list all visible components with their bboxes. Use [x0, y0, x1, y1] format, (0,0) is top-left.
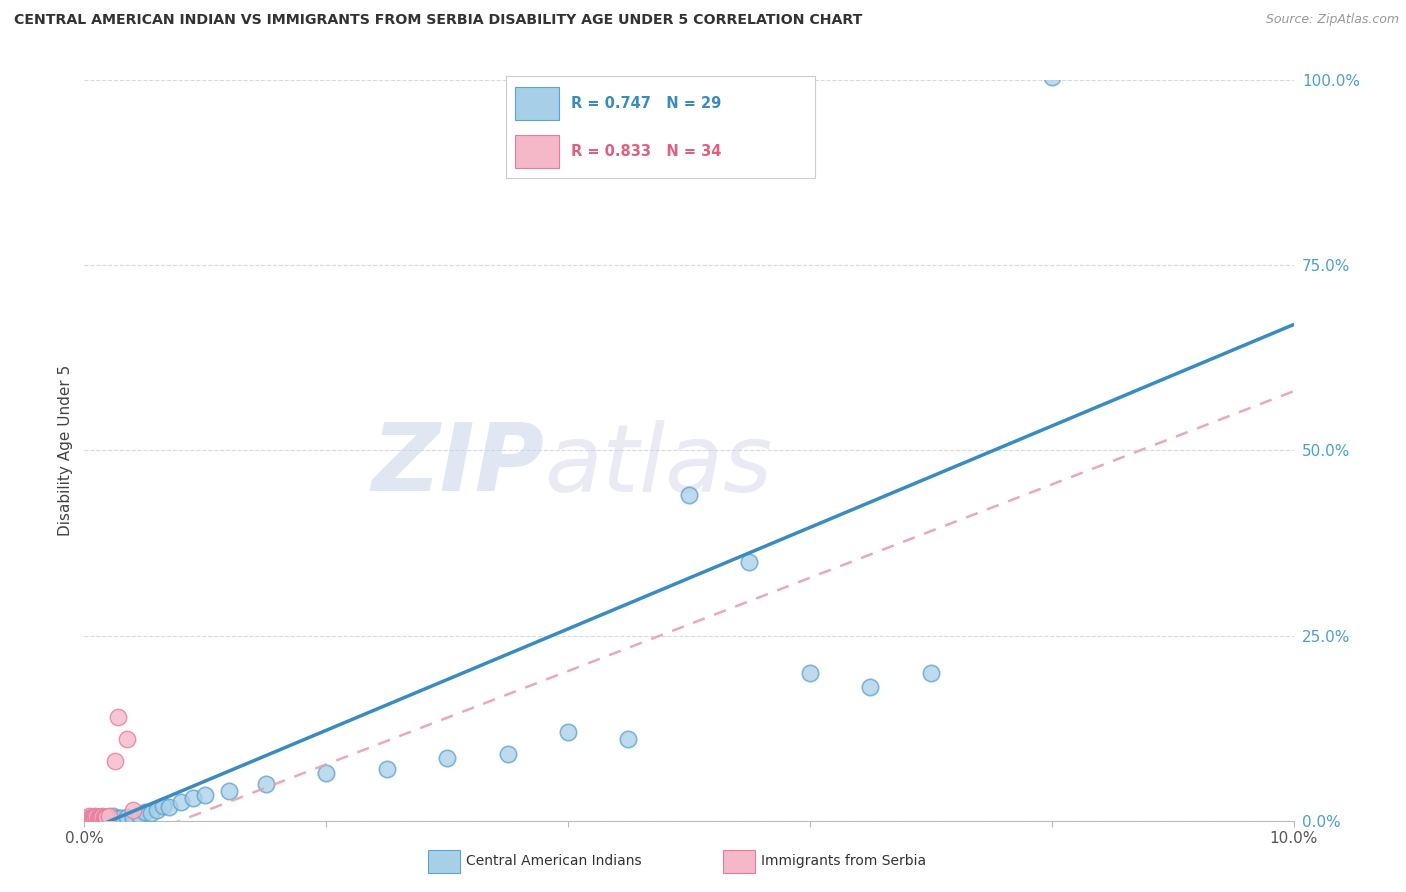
Text: R = 0.747   N = 29: R = 0.747 N = 29 [571, 96, 721, 111]
Point [77, 813, 100, 827]
Y-axis label: Disability Age Under 5: Disability Age Under 5 [58, 365, 73, 536]
Point [77, 812, 100, 826]
Point [315, 765, 337, 780]
Point [218, 784, 240, 798]
Point [121, 812, 143, 826]
Point [97, 810, 120, 824]
Point [91, 809, 114, 823]
Point [87, 810, 110, 824]
Point [146, 803, 169, 817]
Text: ZIP: ZIP [371, 419, 544, 511]
Point [76, 812, 98, 826]
Point [181, 791, 204, 805]
Point [110, 812, 132, 826]
Point [496, 747, 519, 761]
Point [86, 811, 108, 825]
Point [93, 810, 115, 824]
Point [77, 809, 100, 823]
Point [86, 810, 108, 824]
Point [94, 810, 117, 824]
Bar [427, 850, 460, 873]
Point [152, 798, 174, 813]
Bar [516, 87, 558, 120]
Point [80, 812, 103, 826]
Point [97, 809, 120, 823]
Point [84, 813, 107, 827]
Point [799, 665, 821, 680]
Point [557, 724, 579, 739]
Point [82, 812, 104, 826]
Point [79, 812, 101, 826]
Text: atlas: atlas [544, 420, 772, 511]
Point [79, 811, 101, 825]
Text: Source: ZipAtlas.com: Source: ZipAtlas.com [1265, 13, 1399, 27]
Point [84, 809, 107, 823]
Point [254, 776, 277, 791]
Text: Central American Indians: Central American Indians [467, 854, 641, 868]
Text: R = 0.833   N = 34: R = 0.833 N = 34 [571, 145, 721, 160]
Point [103, 809, 125, 823]
Point [100, 812, 122, 826]
Text: CENTRAL AMERICAN INDIAN VS IMMIGRANTS FROM SERBIA DISABILITY AGE UNDER 5 CORRELA: CENTRAL AMERICAN INDIAN VS IMMIGRANTS FR… [14, 13, 862, 28]
Point [87, 812, 110, 826]
Point [157, 800, 180, 814]
Point [89, 810, 111, 824]
Point [115, 732, 138, 747]
Point [104, 755, 127, 769]
Point [83, 812, 105, 826]
Point [128, 807, 150, 822]
Point [90, 812, 112, 826]
Point [121, 803, 143, 817]
Point [90, 811, 112, 825]
Point [107, 811, 129, 825]
Point [678, 488, 700, 502]
Text: Immigrants from Serbia: Immigrants from Serbia [762, 854, 927, 868]
Point [86, 812, 108, 826]
Point [194, 788, 217, 802]
Point [859, 681, 882, 695]
Point [738, 555, 761, 569]
Point [76, 812, 98, 826]
Point [82, 810, 104, 824]
Point [93, 811, 115, 825]
Bar [723, 850, 755, 873]
Point [920, 665, 942, 680]
Point [94, 811, 117, 825]
Point [139, 806, 162, 821]
Bar [516, 136, 558, 168]
Point [617, 732, 640, 747]
Point [83, 811, 105, 825]
Point [1040, 70, 1063, 84]
Point [94, 812, 117, 826]
Point [80, 811, 103, 825]
Point [170, 795, 193, 809]
Point [375, 762, 398, 776]
Point [107, 710, 129, 724]
Point [115, 810, 138, 824]
Point [436, 750, 458, 764]
Point [134, 805, 156, 819]
Point [77, 810, 100, 824]
